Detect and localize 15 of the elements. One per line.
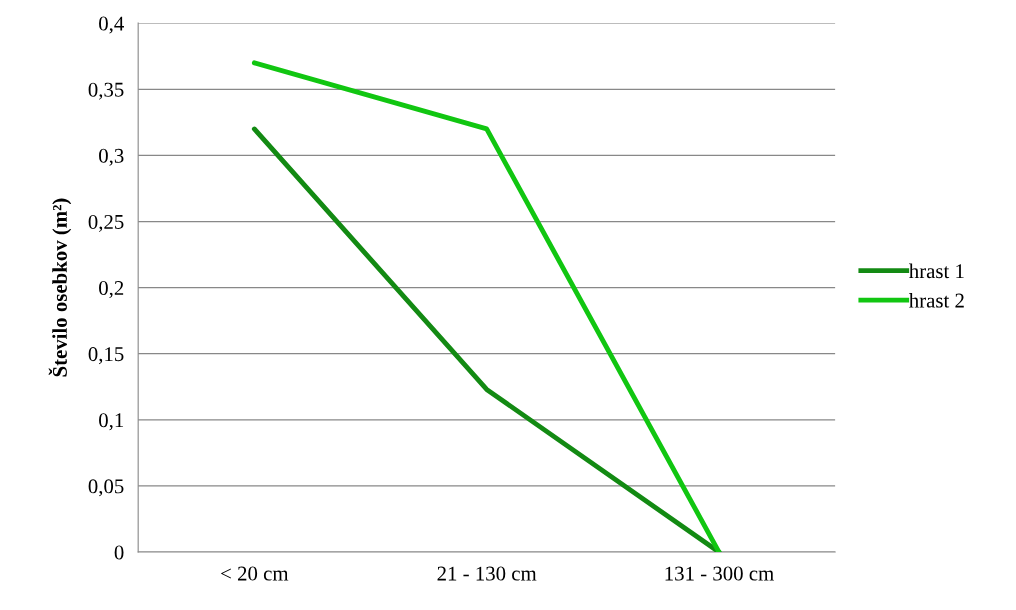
y-tick-label: 0,25	[88, 214, 124, 232]
legend-label: hrast 2	[908, 292, 964, 308]
y-axis-title: Število osebkov (m²)	[48, 198, 72, 377]
x-tick-label: < 20 cm	[221, 566, 289, 581]
x-tick-label: 131 - 300 cm	[665, 566, 774, 581]
x-tick-label: 21 - 130 cm	[437, 566, 537, 581]
y-tick-label: 0,2	[99, 280, 124, 299]
y-tick-label: 0,3	[99, 148, 124, 166]
y-tick-label: 0,05	[88, 479, 124, 497]
y-tick-label: 0,15	[88, 347, 124, 365]
y-tick-label: 0,4	[99, 16, 124, 34]
y-tick-label: 0,1	[99, 413, 124, 431]
y-tick-label: 0,35	[88, 82, 124, 100]
legend-label: hrast 1	[908, 263, 964, 279]
y-tick-label: 0	[114, 545, 124, 560]
